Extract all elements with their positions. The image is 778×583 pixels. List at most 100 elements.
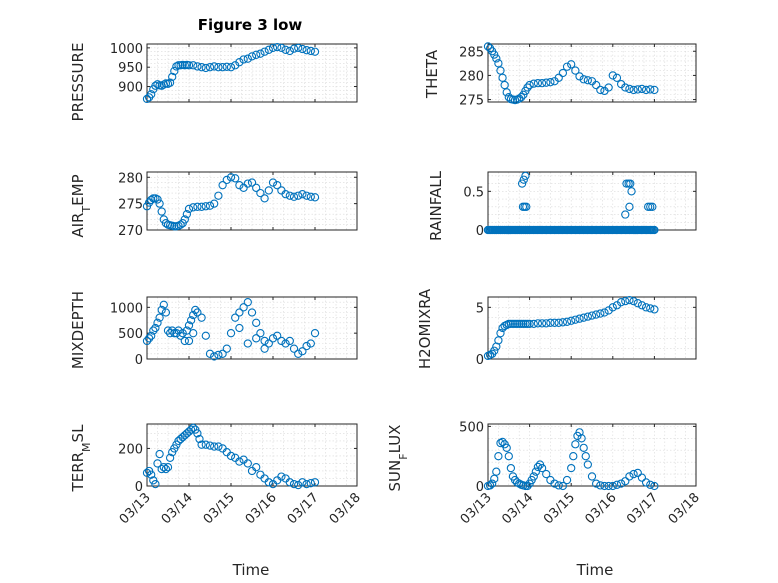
- data-point: [151, 479, 160, 489]
- data-point: [641, 303, 651, 312]
- subplot-5: 0 500 1000: [110, 296, 358, 368]
- subplot-3: 270 275 280: [118, 171, 358, 239]
- data-point: [626, 179, 635, 188]
- ylabel-pressure: PRESSURE: [69, 43, 87, 122]
- ytick-label: 0: [135, 480, 143, 495]
- data-point: [151, 81, 160, 90]
- data-point: [604, 481, 613, 491]
- data-point: [498, 437, 507, 447]
- ytick-label: 900: [118, 81, 143, 96]
- data-point: [567, 463, 576, 473]
- data-point: [579, 313, 588, 322]
- data-point: [281, 45, 290, 54]
- xtick-label: 03/15: [201, 490, 238, 527]
- data-point: [214, 63, 223, 72]
- data-point: [197, 202, 206, 211]
- ylabel-terr-msl: TERRMSL: [69, 424, 93, 493]
- ylabel-theta: THETA: [423, 49, 441, 99]
- data-point: [153, 80, 162, 89]
- data-series: [483, 42, 659, 105]
- data-point: [193, 429, 202, 438]
- data-point: [268, 43, 278, 53]
- data-point: [621, 210, 630, 219]
- data-point: [153, 195, 162, 204]
- data-point: [142, 336, 152, 346]
- data-point: [247, 52, 257, 61]
- ytick-label: 200: [118, 442, 143, 457]
- data-point: [165, 453, 175, 462]
- data-point: [210, 442, 219, 451]
- data-point: [648, 202, 657, 211]
- data-point: [226, 329, 236, 338]
- ytick-label: 950: [118, 61, 143, 76]
- ytick-label: 270: [118, 224, 143, 239]
- data-point: [537, 79, 547, 88]
- data-point: [558, 481, 568, 491]
- data-point: [488, 479, 497, 488]
- data-point: [153, 459, 162, 468]
- axes-box: [146, 423, 358, 487]
- data-point: [153, 318, 162, 327]
- data-point: [226, 63, 236, 72]
- data-point: [583, 312, 592, 321]
- data-point: [542, 469, 551, 479]
- data-point: [149, 194, 158, 203]
- data-point: [222, 62, 231, 71]
- data-point: [226, 451, 236, 461]
- data-point: [165, 329, 175, 338]
- data-point: [189, 423, 198, 432]
- data-point: [504, 319, 513, 329]
- data-point: [243, 54, 252, 63]
- ytick-label: 0: [135, 353, 143, 368]
- data-point: [522, 202, 531, 211]
- xlabel-time-right: Time: [576, 561, 614, 579]
- data-point: [637, 473, 647, 482]
- data-point: [163, 463, 173, 472]
- data-point: [277, 336, 286, 346]
- subplot-1: 900 950 1000: [110, 42, 358, 104]
- data-point: [529, 472, 538, 481]
- data-point: [523, 83, 532, 92]
- data-point: [306, 192, 315, 201]
- data-point: [508, 319, 518, 329]
- data-point: [537, 319, 547, 328]
- data-point: [302, 341, 311, 351]
- data-series: [483, 428, 659, 491]
- data-point: [625, 295, 634, 305]
- ytick-label: 280: [459, 69, 484, 84]
- data-point: [569, 452, 578, 461]
- data-point: [184, 321, 194, 330]
- data-point: [247, 178, 257, 187]
- data-point: [168, 326, 177, 335]
- data-point: [294, 480, 303, 490]
- data-point: [264, 339, 273, 348]
- data-point: [161, 308, 171, 317]
- data-point: [281, 339, 290, 348]
- data-point: [608, 71, 617, 80]
- data-point: [235, 181, 244, 190]
- data-point: [496, 329, 505, 338]
- data-point: [285, 336, 294, 346]
- data-point: [310, 478, 320, 487]
- data-point: [616, 479, 626, 488]
- data-point: [157, 207, 166, 216]
- data-point: [633, 299, 642, 308]
- xtick-label: 03/18: [327, 490, 364, 527]
- data-point: [205, 441, 215, 450]
- data-point: [184, 61, 194, 70]
- data-point: [492, 54, 501, 63]
- data-point: [646, 304, 655, 313]
- axes-box: [487, 43, 697, 103]
- data-point: [581, 452, 590, 461]
- data-point: [285, 478, 294, 487]
- data-point: [310, 193, 320, 202]
- data-point: [494, 59, 503, 68]
- data-point: [294, 43, 303, 53]
- axes-box: [146, 43, 358, 103]
- data-point: [550, 318, 559, 327]
- data-series: [142, 173, 320, 231]
- data-point: [596, 85, 605, 95]
- data-point: [147, 470, 156, 479]
- data-point: [281, 189, 290, 199]
